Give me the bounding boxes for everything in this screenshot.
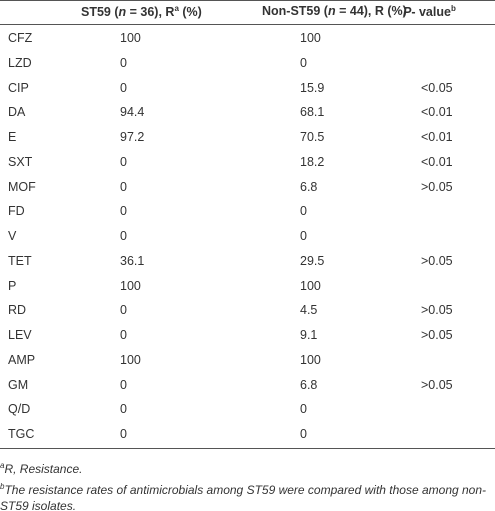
cell: 0 — [300, 55, 307, 70]
row-label: TGC — [8, 427, 35, 441]
footnote-text: The resistance rates of antimicrobials a… — [0, 483, 487, 511]
footnote-mark: b — [0, 482, 5, 491]
row-label: TET — [8, 253, 32, 268]
footnote: aR, Resistance. — [0, 458, 490, 477]
cell: 0 — [120, 328, 127, 342]
cell: <0.05 — [421, 80, 453, 95]
cell: 6.8 — [300, 377, 318, 392]
cell: 100 — [120, 31, 141, 45]
row-label: LZD — [8, 55, 32, 70]
header-text: = 36), R — [126, 5, 175, 20]
header-text: - value — [411, 5, 451, 20]
cell: 15.9 — [300, 80, 325, 95]
cell: 4.5 — [300, 303, 318, 318]
row-label: MOF — [8, 179, 36, 194]
cell: 68.1 — [300, 105, 325, 120]
cell: >0.05 — [421, 377, 453, 392]
row-label: CIP — [8, 80, 29, 95]
footnote-text: R, Resistance. — [4, 462, 83, 476]
header-cell: P- valueb — [403, 4, 456, 19]
cell: 94.4 — [120, 105, 145, 120]
row-label: LEV — [8, 328, 32, 342]
row-label: Q/D — [8, 402, 31, 417]
cell: 0 — [300, 229, 307, 243]
cell: 97.2 — [120, 130, 145, 144]
cell: <0.01 — [421, 105, 453, 120]
cell: <0.01 — [421, 154, 453, 169]
footnote: bThe resistance rates of antimicrobials … — [0, 479, 490, 511]
cell: 0 — [120, 402, 127, 417]
cell: 9.1 — [300, 328, 318, 342]
cell: 0 — [120, 80, 127, 95]
header-text: ST59 ( — [81, 5, 119, 20]
row-label: FD — [8, 204, 25, 219]
cell: 0 — [120, 377, 127, 392]
header-text: = 44), R (%) — [335, 4, 407, 18]
header-cell: ST59 (n = 36), Ra (%) — [81, 4, 202, 19]
row-label: AMP — [8, 352, 36, 367]
cell: 0 — [300, 402, 307, 417]
cell: 36.1 — [120, 253, 145, 268]
header-text: n — [327, 4, 336, 18]
cell: 0 — [120, 229, 127, 243]
row-label: P — [8, 278, 17, 293]
header-text: b — [450, 4, 456, 13]
row-label: GM — [8, 377, 29, 392]
row-label: RD — [8, 303, 27, 318]
cell: 0 — [120, 154, 127, 169]
cell: >0.05 — [421, 253, 453, 268]
header-text: P — [403, 5, 412, 20]
cell: 100 — [300, 352, 321, 367]
row-label: E — [8, 130, 17, 144]
cell: 0 — [120, 427, 127, 441]
cell: 0 — [300, 204, 307, 219]
header-text: Non-ST59 ( — [262, 4, 328, 18]
cell: 0 — [120, 303, 127, 318]
cell: 100 — [120, 278, 141, 293]
cell: 29.5 — [300, 253, 325, 268]
cell: 6.8 — [300, 179, 318, 194]
footnote-mark: a — [0, 461, 5, 470]
cell: 0 — [120, 55, 127, 70]
header-text: a — [174, 4, 179, 13]
cell: 0 — [120, 179, 127, 194]
cell: 0 — [300, 427, 307, 441]
header-cell: Non-ST59 (n = 44), R (%) — [262, 4, 407, 18]
cell: >0.05 — [421, 303, 453, 318]
row-label: V — [8, 229, 17, 243]
top-rule — [0, 0, 495, 1]
row-label: CFZ — [8, 31, 33, 45]
cell: 70.5 — [300, 130, 325, 144]
header-text: (%) — [178, 5, 202, 20]
row-label: SXT — [8, 154, 33, 169]
header-rule — [0, 24, 495, 25]
cell: 100 — [120, 352, 141, 367]
cell: <0.01 — [421, 130, 453, 144]
header-text: n — [118, 5, 127, 20]
cell: >0.05 — [421, 179, 453, 194]
cell: 18.2 — [300, 154, 325, 169]
cell: >0.05 — [421, 328, 453, 342]
bottom-rule — [0, 448, 495, 449]
row-label: DA — [8, 105, 26, 120]
cell: 0 — [120, 204, 127, 219]
cell: 100 — [300, 278, 321, 293]
cell: 100 — [300, 31, 321, 45]
